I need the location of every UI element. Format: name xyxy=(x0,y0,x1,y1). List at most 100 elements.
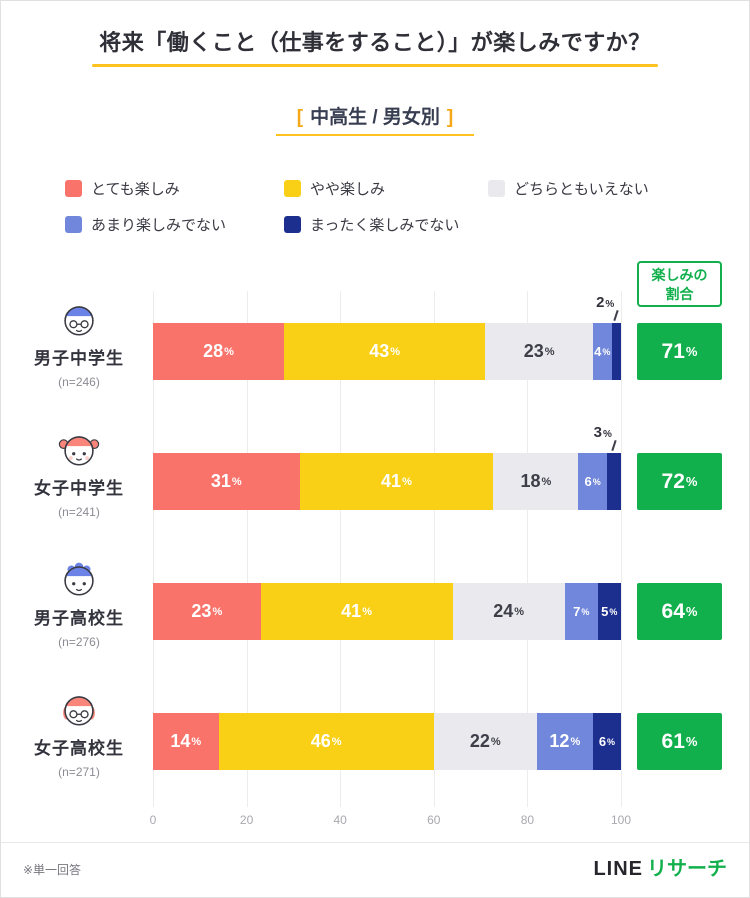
sample-size: (n=246) xyxy=(58,375,100,389)
segment-value: 41 xyxy=(341,601,362,621)
segment-value: 12 xyxy=(549,731,570,751)
segment-value: 46 xyxy=(310,731,331,751)
legend-swatch xyxy=(284,216,301,233)
total-unit: % xyxy=(685,474,698,489)
segment-value: 14 xyxy=(170,731,191,751)
segment-unit: % xyxy=(490,735,501,748)
bar-segment: 18% xyxy=(493,453,579,510)
stacked-bar: 23% 41% 24% 7% 5% xyxy=(153,583,621,640)
total-unit: % xyxy=(685,604,698,619)
total-value: 61 xyxy=(661,729,685,753)
segment-value: 23 xyxy=(523,341,544,361)
callout-label: 2% xyxy=(566,294,614,312)
line-research-logo: LINE リサーチ xyxy=(593,852,727,881)
bar-segment: 43% xyxy=(284,323,486,380)
row-header: 男子中学生 (n=246) xyxy=(9,295,149,389)
segment-unit: % xyxy=(390,345,401,358)
gridline xyxy=(340,291,342,807)
legend-swatch xyxy=(284,180,301,197)
senior-boy-icon xyxy=(56,555,102,601)
legend-item: あまり楽しみでない xyxy=(65,214,226,235)
segment-unit: % xyxy=(224,345,234,358)
segment-value: 6 xyxy=(598,734,607,749)
subtitle-bracket-left: [ xyxy=(296,107,304,128)
bar-segment: 5% xyxy=(597,583,621,640)
legend-label: やや楽しみ xyxy=(310,181,386,198)
total-percentage-box: 71% xyxy=(637,323,722,380)
legend-label: あまり楽しみでない xyxy=(91,217,227,234)
total-value: 71 xyxy=(661,339,685,363)
callout-unit: % xyxy=(605,299,615,310)
legend-label: どちらともいえない xyxy=(514,181,649,198)
junior-girl-icon xyxy=(56,425,102,471)
bar-segment: 41% xyxy=(299,453,494,510)
total-value: 72 xyxy=(661,469,685,493)
legend-item: まったく楽しみでない xyxy=(284,214,459,235)
legend-item: どちらともいえない xyxy=(488,178,649,199)
category-label: 男子中学生 xyxy=(34,349,124,368)
segment-unit: % xyxy=(514,605,525,618)
legend-swatch xyxy=(488,180,505,197)
subtitle-text: 中高生 / 男女別 xyxy=(310,107,440,128)
brand-research-text: リサーチ xyxy=(647,858,727,880)
segment-value: 31 xyxy=(210,471,231,491)
bar-segment: 41% xyxy=(260,583,453,640)
segment-value: 5 xyxy=(601,604,609,619)
gridline xyxy=(246,291,248,807)
sample-size: (n=241) xyxy=(58,505,100,519)
x-tick-label: 60 xyxy=(427,813,441,827)
bar-segment: 28% xyxy=(153,323,285,380)
x-tick-label: 80 xyxy=(520,813,535,827)
legend-label: まったく楽しみでない xyxy=(310,217,460,234)
total-percentage-box: 64% xyxy=(637,583,722,640)
subtitle: [中高生 / 男女別] xyxy=(1,102,749,129)
row-header: 男子高校生 (n=276) xyxy=(9,555,149,649)
x-tick-label: 100 xyxy=(610,813,632,827)
sample-size: (n=276) xyxy=(58,635,100,649)
callout-unit: % xyxy=(603,429,612,440)
bar-segment: 31% xyxy=(153,453,300,510)
segment-value: 43 xyxy=(369,341,390,361)
result-header-line1: 楽しみの xyxy=(651,267,708,283)
stacked-bar: 14% 46% 22% 12% 6% xyxy=(153,713,621,770)
total-unit: % xyxy=(685,344,698,359)
segment-unit: % xyxy=(570,735,581,748)
gridline xyxy=(433,291,435,807)
brand-line-text: LINE xyxy=(593,858,643,880)
segment-unit: % xyxy=(212,605,223,618)
legend-swatch xyxy=(65,180,82,197)
segment-unit: % xyxy=(331,735,342,748)
total-percentage-box: 72% xyxy=(637,453,722,510)
sample-size: (n=271) xyxy=(58,765,100,779)
segment-value: 41 xyxy=(381,471,402,491)
segment-unit: % xyxy=(544,345,555,358)
gridline xyxy=(527,291,529,807)
bar-segment: 6% xyxy=(578,453,607,510)
segment-unit: % xyxy=(191,735,202,748)
bar-segment: 7% xyxy=(564,583,598,640)
bar-segment: 12% xyxy=(536,713,593,770)
x-tick-label: 0 xyxy=(149,813,157,827)
subtitle-underline xyxy=(276,134,474,136)
legend-item: とても楽しみ xyxy=(65,178,180,199)
bar-segment xyxy=(611,323,621,380)
senior-girl-icon xyxy=(56,685,102,731)
callout-value: 2 xyxy=(596,294,605,311)
bar-segment: 23% xyxy=(485,323,593,380)
segment-unit: % xyxy=(231,475,242,488)
category-label: 女子高校生 xyxy=(34,739,124,758)
segment-value: 23 xyxy=(191,601,212,621)
page-title: 将来「働くこと（仕事をすること）」が楽しみですか？ xyxy=(99,30,651,55)
segment-value: 6 xyxy=(584,474,592,489)
segment-unit: % xyxy=(609,606,618,617)
segment-value: 22 xyxy=(469,731,490,751)
total-percentage-box: 61% xyxy=(637,713,722,770)
bar-segment: 22% xyxy=(433,713,537,770)
segment-unit: % xyxy=(581,606,590,617)
row-header: 女子高校生 (n=271) xyxy=(9,685,149,779)
segment-unit: % xyxy=(592,476,601,487)
segment-value: 7 xyxy=(573,604,581,619)
bar-segment: 14% xyxy=(153,713,219,770)
segment-unit: % xyxy=(541,475,552,488)
